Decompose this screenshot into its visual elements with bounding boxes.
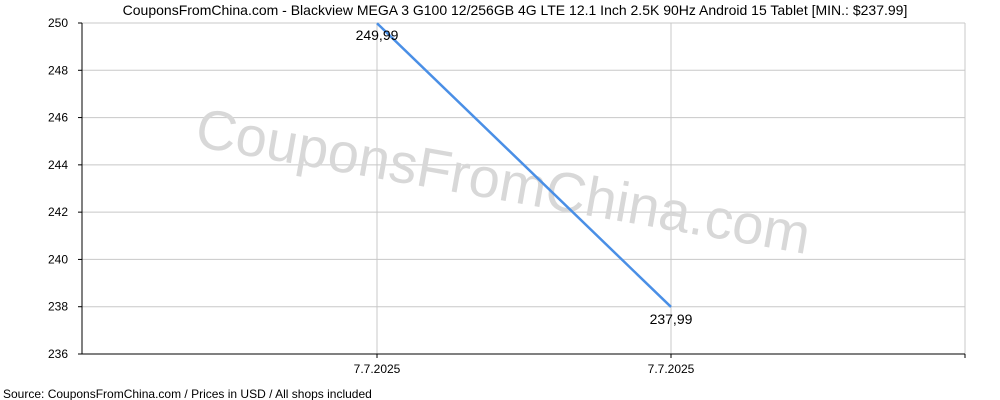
plot-background xyxy=(82,23,965,354)
y-tick-label: 240 xyxy=(48,252,68,266)
y-tick-label: 248 xyxy=(48,63,68,77)
price-line xyxy=(376,22,672,308)
y-tick-label: 246 xyxy=(48,111,68,125)
x-tick-label: 7.7.2025 xyxy=(648,362,695,376)
y-tick-label: 244 xyxy=(48,158,68,172)
plot-area: CouponsFromChina.com23623824024224424624… xyxy=(48,16,966,376)
data-label: 249,99 xyxy=(356,27,399,43)
y-tick-label: 250 xyxy=(48,16,68,30)
source-note: Source: CouponsFromChina.com / Prices in… xyxy=(3,387,372,400)
y-tick-label: 236 xyxy=(48,347,68,361)
chart-title: CouponsFromChina.com - Blackview MEGA 3 … xyxy=(123,2,908,18)
x-tick-label: 7.7.2025 xyxy=(354,362,401,376)
y-tick-label: 238 xyxy=(48,300,68,314)
y-tick-label: 242 xyxy=(48,205,68,219)
data-label: 237,99 xyxy=(650,311,693,327)
